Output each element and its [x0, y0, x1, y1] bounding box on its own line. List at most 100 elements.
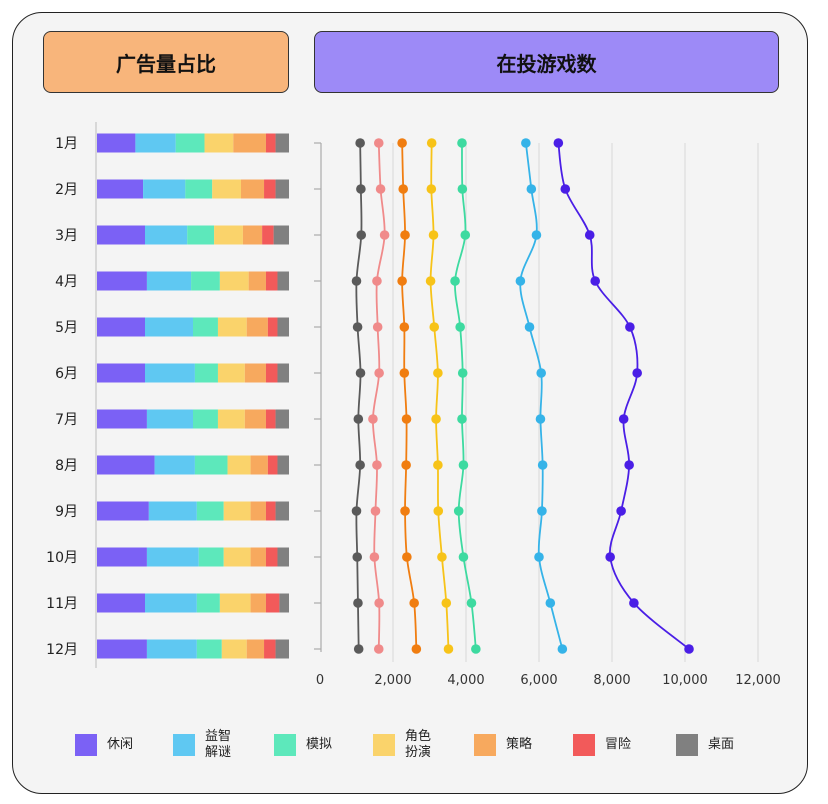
- bar-segment: [143, 179, 186, 199]
- data-point: [375, 184, 386, 194]
- x-tick-label: 6,000: [520, 673, 557, 688]
- data-point: [351, 276, 362, 286]
- bar-segment: [214, 225, 243, 245]
- data-point: [515, 276, 526, 286]
- data-point: [353, 414, 364, 424]
- bar-segment: [194, 363, 218, 383]
- data-point: [353, 598, 363, 608]
- data-point: [553, 138, 564, 148]
- data-point: [397, 276, 407, 286]
- data-point: [625, 322, 635, 332]
- data-point: [351, 506, 362, 516]
- month-label: 12月: [46, 642, 78, 658]
- bar-segment: [204, 133, 234, 153]
- bar-segment: [175, 133, 205, 153]
- legend: 休闲 益智 解谜 模拟 角色 扮演 策略 冒险 桌面: [70, 727, 770, 763]
- bar-segment: [273, 225, 289, 245]
- bar-segment: [244, 363, 266, 383]
- legend-swatch: [75, 734, 97, 756]
- bar-segment: [223, 501, 251, 521]
- bar-segment: [97, 271, 147, 291]
- data-point: [425, 276, 436, 286]
- legend-label: 桌面: [708, 737, 735, 752]
- month-label: 3月: [55, 228, 78, 244]
- bar-segment: [262, 225, 274, 245]
- legend-item: 休闲: [75, 727, 133, 763]
- bar-segment: [191, 271, 220, 291]
- data-point: [356, 184, 366, 194]
- data-point: [526, 184, 537, 194]
- legend-label: 策略: [506, 737, 533, 752]
- bar-segment: [135, 133, 176, 153]
- data-point: [455, 322, 465, 332]
- data-point: [356, 230, 367, 240]
- data-point: [379, 230, 390, 240]
- data-point: [399, 322, 410, 332]
- data-point: [560, 184, 571, 194]
- data-point: [397, 138, 407, 148]
- bar-segment: [265, 593, 280, 613]
- data-point: [372, 460, 382, 470]
- data-point: [632, 368, 642, 378]
- data-point: [401, 414, 412, 424]
- bar-segment: [246, 317, 268, 337]
- data-point: [368, 414, 378, 424]
- legend-swatch: [274, 734, 296, 756]
- bar-segment: [193, 317, 218, 337]
- series-line: [355, 142, 363, 650]
- bar-segment: [148, 501, 197, 521]
- bar-segment: [241, 179, 265, 199]
- x-tick-label: 12,000: [735, 673, 781, 688]
- month-label: 5月: [55, 320, 78, 336]
- data-point: [460, 230, 471, 240]
- month-label: 9月: [55, 504, 78, 520]
- data-point: [433, 460, 443, 470]
- data-point: [398, 184, 409, 194]
- bar-segment: [265, 501, 276, 521]
- data-point: [411, 644, 422, 654]
- bar-segment: [196, 501, 224, 521]
- data-point: [400, 506, 410, 516]
- data-point: [369, 552, 380, 562]
- data-point: [524, 322, 535, 332]
- bar-segment: [275, 133, 289, 153]
- data-point: [616, 506, 626, 516]
- legend-swatch: [173, 734, 195, 756]
- data-point: [584, 230, 595, 240]
- bar-segment: [97, 639, 147, 659]
- data-point: [531, 230, 542, 240]
- data-point: [401, 460, 411, 470]
- bar-segment: [185, 179, 213, 199]
- data-point: [629, 598, 639, 608]
- month-label: 2月: [55, 182, 78, 198]
- bar-segment: [277, 455, 289, 475]
- data-point: [537, 506, 547, 516]
- bar-segment: [277, 363, 289, 383]
- data-point: [355, 368, 366, 378]
- bar-segment: [248, 271, 266, 291]
- month-label: 11月: [46, 596, 78, 612]
- data-point: [352, 322, 363, 332]
- data-point: [374, 368, 384, 378]
- data-point: [466, 598, 477, 608]
- legend-item: 模拟: [274, 727, 332, 763]
- data-point: [684, 644, 694, 654]
- bar-segment: [97, 133, 136, 153]
- left-chart-title: 广告量占比: [43, 31, 289, 93]
- bar-segment: [275, 639, 289, 659]
- series-line: [519, 142, 564, 650]
- data-point: [457, 138, 467, 148]
- bar-segment: [145, 317, 193, 337]
- bar-segment: [145, 225, 188, 245]
- series-line: [557, 142, 690, 650]
- bar-segment: [145, 593, 197, 613]
- data-point: [437, 552, 447, 562]
- bar-segment: [265, 409, 276, 429]
- legend-item: 策略: [474, 727, 532, 763]
- bar-segment: [187, 225, 215, 245]
- month-label: 7月: [55, 412, 78, 428]
- bar-segment: [265, 363, 278, 383]
- bar-segment: [217, 363, 245, 383]
- legend-swatch: [373, 734, 395, 756]
